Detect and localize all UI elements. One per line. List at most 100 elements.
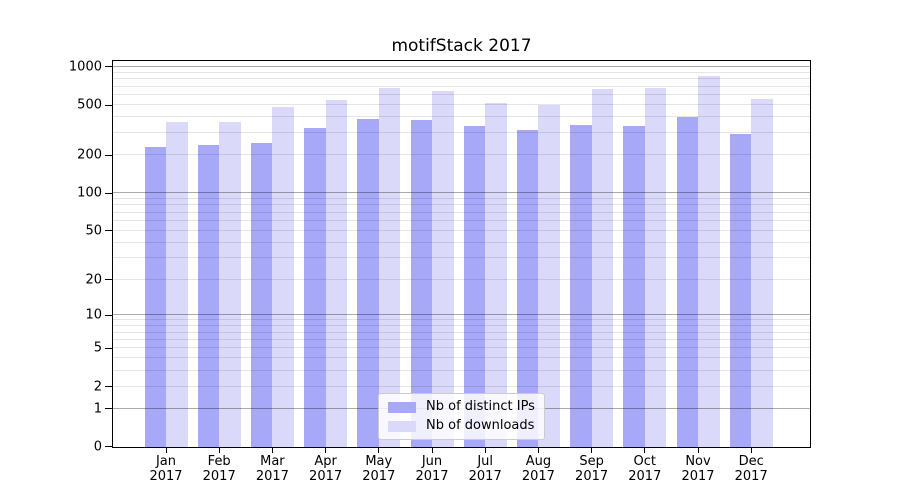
- x-tick-year: 2017: [521, 468, 555, 484]
- x-tick-year: 2017: [734, 468, 768, 484]
- bar-distinct-ips-sep: [570, 125, 592, 447]
- y-tick-label: 10: [85, 307, 102, 323]
- y-tick: [105, 66, 112, 68]
- gridline-minor: [113, 71, 810, 73]
- y-tick-label: 20: [85, 272, 102, 287]
- x-tick-year: 2017: [202, 468, 236, 484]
- bar-distinct-ips-oct: [623, 126, 645, 447]
- x-tick-month: Jun: [421, 454, 443, 469]
- bar-downloads-jul: [485, 103, 507, 447]
- x-tick-month: Sep: [579, 454, 604, 469]
- gridline-minor: [113, 197, 810, 199]
- legend-item: Nb of downloads: [388, 419, 535, 433]
- y-tick: [105, 446, 112, 447]
- y-tick: [105, 279, 112, 280]
- bar-distinct-ips-jul: [463, 126, 486, 447]
- x-tick-month: Jan: [155, 454, 177, 469]
- y-tick: [105, 386, 112, 388]
- x-tick-year: 2017: [362, 468, 396, 484]
- gridline-minor: [113, 85, 810, 87]
- gridline-minor: [113, 229, 810, 231]
- x-tick-label: Aug 2017: [521, 454, 555, 484]
- x-tick-month: Mar: [260, 454, 285, 469]
- x-tick-month: May: [365, 454, 393, 469]
- legend-swatch: [388, 420, 416, 432]
- x-tick: [218, 448, 220, 453]
- gridline-minor: [113, 331, 810, 333]
- gridline-minor: [113, 104, 810, 105]
- x-tick-label: Mar 2017: [255, 454, 289, 484]
- bar-downloads-mar: [272, 107, 294, 447]
- gridline-minor: [113, 132, 810, 133]
- bar-distinct-ips-jun: [410, 120, 432, 447]
- gridline-minor: [113, 369, 810, 371]
- y-tick: [105, 104, 112, 106]
- bar-distinct-ips-dec: [729, 133, 752, 447]
- gridline-minor: [113, 278, 810, 280]
- x-tick-month: Nov: [685, 454, 711, 469]
- bar-downloads-may: [378, 87, 401, 447]
- bar-distinct-ips-mar: [250, 142, 273, 447]
- y-tick-label: 200: [77, 147, 102, 163]
- x-tick: [644, 448, 646, 453]
- x-tick-year: 2017: [309, 468, 343, 484]
- gridline-minor: [113, 347, 810, 349]
- x-tick: [537, 448, 539, 453]
- gridline-minor: [113, 385, 810, 387]
- gridline-major: [113, 65, 810, 67]
- x-tick-year: 2017: [149, 468, 183, 484]
- x-tick: [484, 448, 486, 453]
- chart-title: motifStack 2017: [391, 36, 532, 56]
- legend-label: Nb of distinct IPs: [426, 399, 535, 414]
- x-tick-label: Oct 2017: [628, 454, 661, 484]
- legend-label: Nb of downloads: [426, 418, 535, 433]
- y-tick-label: 100: [77, 185, 102, 201]
- x-tick: [750, 448, 752, 453]
- legend-swatch: [388, 401, 416, 413]
- x-tick-month: Oct: [633, 454, 657, 469]
- y-tick: [105, 314, 112, 316]
- gridline-minor: [113, 94, 810, 95]
- gridline-minor: [113, 257, 810, 259]
- gridline-minor: [113, 357, 810, 359]
- y-tick: [105, 347, 112, 349]
- x-tick-year: 2017: [468, 468, 502, 484]
- x-tick-label: Sep 2017: [575, 454, 608, 484]
- y-tick-label: 1: [93, 401, 102, 417]
- y-tick-label: 1000: [68, 59, 102, 75]
- x-tick-label: Jan 2017: [149, 454, 183, 484]
- gridline-major: [113, 192, 810, 194]
- bar-distinct-ips-aug: [516, 129, 539, 447]
- x-tick-label: May 2017: [362, 454, 396, 484]
- bar-downloads-apr: [325, 100, 348, 447]
- x-tick-month: Feb: [207, 454, 231, 469]
- gridline-minor: [113, 325, 810, 327]
- x-tick-label: Nov 2017: [681, 454, 714, 484]
- x-tick-label: Feb 2017: [202, 454, 236, 484]
- gridline-minor: [113, 338, 810, 340]
- y-tick: [105, 230, 112, 232]
- bar-downloads-jun: [432, 91, 454, 447]
- x-tick: [697, 448, 699, 453]
- gridline-minor: [113, 241, 810, 243]
- y-tick: [105, 408, 112, 410]
- bar-downloads-nov: [698, 76, 720, 447]
- x-tick-label: Dec 2017: [734, 454, 768, 484]
- x-tick: [165, 448, 167, 453]
- x-tick: [378, 448, 380, 453]
- bar-distinct-ips-jan: [144, 146, 166, 447]
- x-tick: [431, 448, 433, 453]
- y-tick-label: 5: [93, 340, 102, 356]
- bar-distinct-ips-may: [357, 118, 379, 447]
- plot-area: 0 1 2 5 10 20 50 100 200 500 1000 Jan 2017 Feb 2017 Ma…: [69, 60, 811, 483]
- x-tick-year: 2017: [255, 468, 289, 484]
- legend-item: Nb of distinct IPs: [388, 400, 535, 414]
- y-tick-label: 0: [93, 439, 102, 455]
- gridline-minor: [113, 211, 810, 213]
- x-tick-month: Aug: [525, 454, 552, 469]
- x-tick: [271, 448, 273, 453]
- x-tick-label: Apr 2017: [309, 454, 343, 484]
- bar-downloads-aug: [538, 104, 560, 447]
- gridline-minor: [113, 116, 810, 118]
